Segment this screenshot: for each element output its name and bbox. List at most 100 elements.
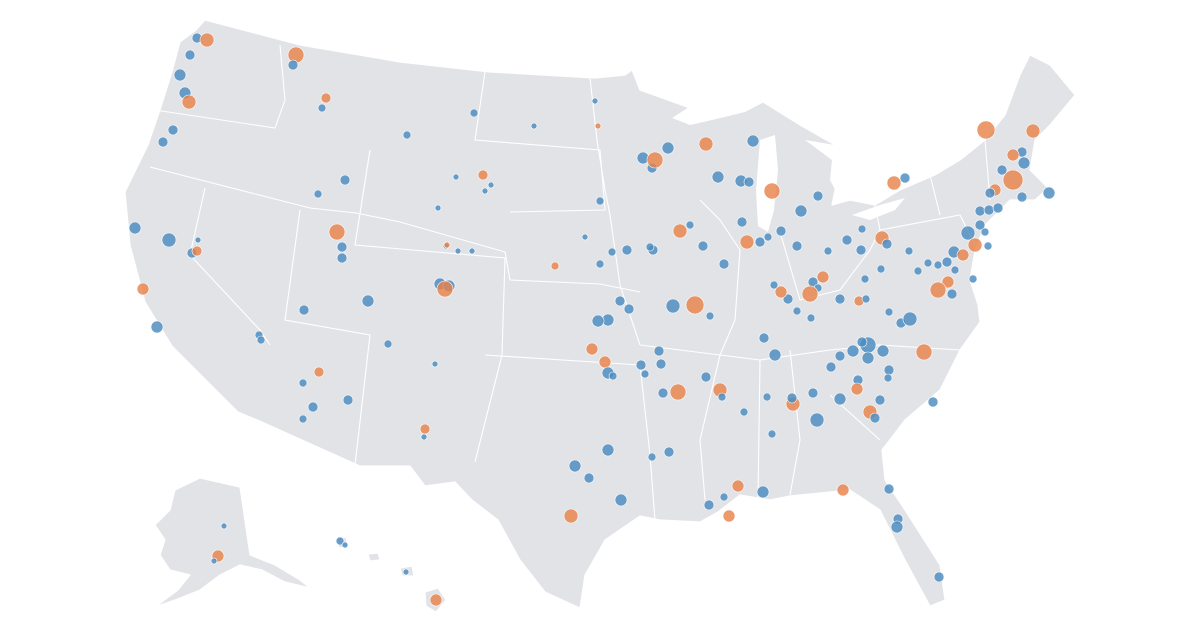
location-marker xyxy=(711,170,725,184)
location-marker xyxy=(775,225,787,237)
location-marker xyxy=(591,314,605,328)
location-marker xyxy=(886,175,902,191)
location-marker xyxy=(768,348,782,362)
location-marker xyxy=(585,342,599,356)
location-marker xyxy=(468,247,476,255)
location-marker xyxy=(598,355,612,369)
location-marker xyxy=(181,94,197,110)
location-marker xyxy=(904,246,914,256)
location-marker xyxy=(128,221,142,235)
location-marker xyxy=(161,232,177,248)
location-marker xyxy=(697,240,709,252)
lake-huron xyxy=(805,140,850,195)
lake-michigan xyxy=(756,135,778,232)
location-marker xyxy=(861,294,871,304)
location-marker xyxy=(669,383,687,401)
location-marker xyxy=(623,303,635,315)
location-marker xyxy=(786,392,798,404)
location-marker xyxy=(698,136,714,152)
location-marker xyxy=(328,223,346,241)
location-marker xyxy=(915,343,933,361)
location-marker xyxy=(563,508,579,524)
location-marker xyxy=(833,392,847,406)
location-marker xyxy=(890,520,904,534)
location-marker xyxy=(167,124,179,136)
location-marker xyxy=(984,187,996,199)
location-marker xyxy=(647,452,657,462)
location-marker xyxy=(807,387,819,399)
location-marker xyxy=(1017,156,1031,170)
state-border xyxy=(779,204,881,301)
location-marker xyxy=(782,293,794,305)
land xyxy=(124,19,1076,613)
location-marker xyxy=(594,122,602,130)
location-marker xyxy=(1016,191,1028,203)
location-marker xyxy=(341,541,349,549)
location-marker xyxy=(743,176,755,188)
state-border xyxy=(189,187,271,346)
location-marker xyxy=(434,204,442,212)
location-marker xyxy=(976,120,996,140)
location-marker xyxy=(635,359,647,371)
location-marker xyxy=(834,293,846,305)
location-marker xyxy=(846,344,860,358)
location-marker xyxy=(913,266,923,276)
location-marker xyxy=(884,307,894,317)
lake-erie xyxy=(852,198,905,220)
location-marker xyxy=(933,571,945,583)
location-marker xyxy=(298,378,308,388)
state-border xyxy=(149,166,641,293)
location-marker xyxy=(883,373,893,383)
location-marker xyxy=(700,371,712,383)
location-marker xyxy=(317,103,327,113)
state-borders xyxy=(149,44,991,521)
location-marker xyxy=(722,509,736,523)
location-marker xyxy=(452,173,460,181)
location-marker xyxy=(812,190,824,202)
location-marker xyxy=(383,339,393,349)
location-marker xyxy=(640,369,650,379)
location-marker xyxy=(801,285,819,303)
location-marker xyxy=(763,182,781,200)
location-marker xyxy=(339,174,351,186)
location-marker xyxy=(320,92,332,104)
location-marker xyxy=(883,483,895,495)
location-marker xyxy=(746,134,760,148)
location-marker xyxy=(718,258,730,270)
location-marker xyxy=(791,240,803,252)
location-marker xyxy=(194,236,202,244)
location-marker xyxy=(335,536,345,546)
location-marker xyxy=(431,360,439,368)
location-marker xyxy=(758,332,770,344)
location-marker xyxy=(173,68,187,82)
location-marker xyxy=(933,260,943,270)
markers xyxy=(128,32,1056,607)
location-marker xyxy=(739,407,749,417)
location-marker xyxy=(856,336,868,348)
location-marker xyxy=(184,49,196,61)
location-marker xyxy=(927,396,939,408)
location-marker xyxy=(929,281,947,299)
location-marker xyxy=(191,245,203,257)
location-marker xyxy=(816,270,830,284)
location-marker xyxy=(769,280,779,290)
location-marker xyxy=(136,282,150,296)
location-marker xyxy=(581,233,589,241)
location-marker xyxy=(298,304,310,316)
location-marker xyxy=(941,275,955,289)
location-marker xyxy=(477,169,489,181)
location-marker xyxy=(881,238,893,250)
location-marker xyxy=(665,298,681,314)
location-marker xyxy=(860,274,870,284)
location-marker xyxy=(443,241,451,249)
location-marker xyxy=(645,242,655,252)
location-marker xyxy=(825,361,837,373)
location-marker xyxy=(550,261,560,271)
location-marker xyxy=(869,412,881,424)
location-marker xyxy=(857,224,867,234)
location-marker xyxy=(608,371,618,381)
location-marker xyxy=(614,295,626,307)
location-marker xyxy=(731,479,745,493)
location-marker xyxy=(307,401,319,413)
